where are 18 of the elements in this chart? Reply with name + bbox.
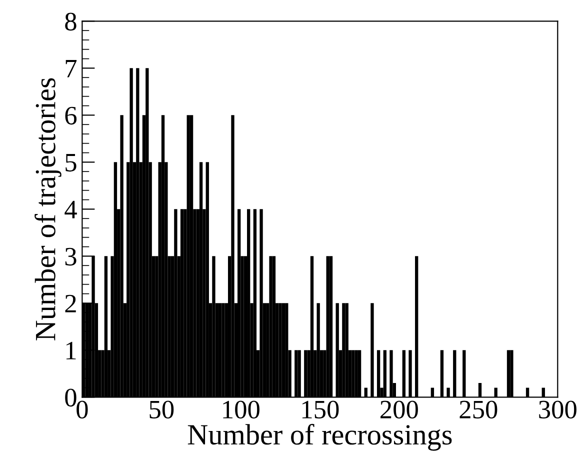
x-tick-label: 150: [302, 400, 339, 418]
y-tick-label: 8: [65, 12, 76, 31]
y-tick-label: 1: [66, 342, 76, 360]
y-tick-label: 4: [64, 200, 77, 218]
x-tick-label: 50: [150, 400, 174, 418]
y-tick-label: 7: [66, 60, 77, 78]
y-tick-label: 3: [65, 248, 76, 266]
x-axis-title: Number of recrossings: [188, 424, 452, 451]
y-axis-title: Number of trajectories: [34, 78, 62, 340]
x-tick-label: 250: [460, 400, 498, 418]
x-tick-label: 100: [223, 400, 260, 418]
y-tick-label: 2: [65, 294, 76, 312]
x-tick-label: 0: [76, 400, 88, 418]
y-tick-label: 0: [65, 388, 76, 407]
y-tick-label: 6: [65, 106, 77, 125]
x-tick-label: 200: [380, 400, 418, 418]
y-tick-label: 5: [66, 154, 76, 172]
x-tick-label: 300: [539, 400, 576, 418]
